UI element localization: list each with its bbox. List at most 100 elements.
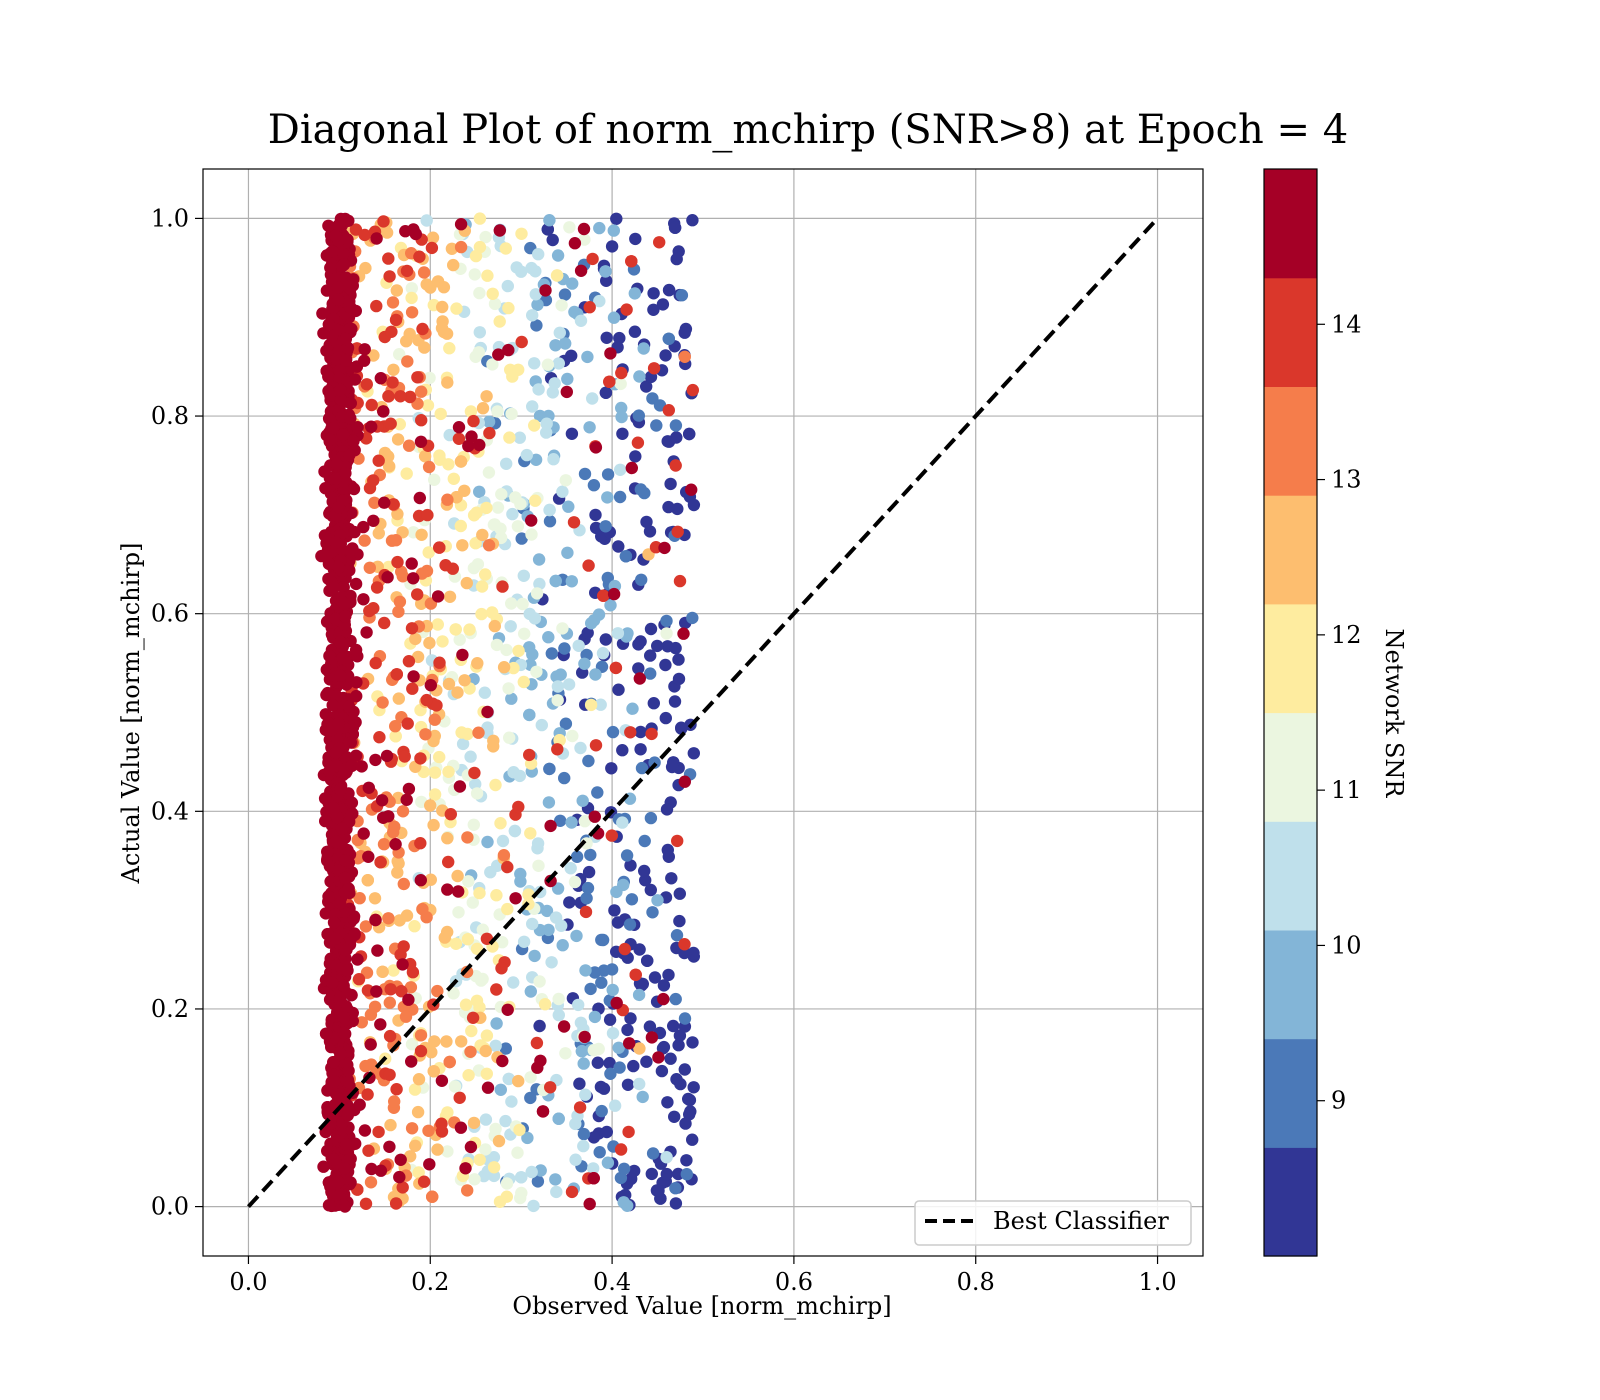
data-point bbox=[517, 569, 530, 582]
data-point bbox=[604, 1067, 617, 1081]
data-point bbox=[332, 501, 345, 514]
data-point bbox=[437, 281, 451, 294]
data-point bbox=[570, 929, 583, 943]
data-point bbox=[556, 939, 569, 952]
data-point bbox=[549, 1173, 562, 1186]
data-point bbox=[360, 626, 373, 639]
data-point bbox=[322, 1199, 336, 1212]
data-point bbox=[540, 426, 553, 439]
data-point bbox=[372, 527, 385, 540]
data-point bbox=[359, 1059, 372, 1073]
data-point bbox=[387, 964, 400, 977]
data-point bbox=[405, 557, 418, 570]
data-point bbox=[662, 968, 675, 982]
y-tick-label: 0.4 bbox=[151, 797, 189, 825]
data-point bbox=[327, 581, 341, 594]
data-point bbox=[685, 483, 698, 496]
data-point bbox=[484, 866, 497, 879]
data-point bbox=[337, 1011, 350, 1024]
data-point bbox=[635, 573, 648, 586]
data-point bbox=[393, 1170, 406, 1184]
data-point bbox=[421, 508, 434, 522]
data-point bbox=[383, 996, 396, 1009]
data-point bbox=[466, 896, 479, 909]
data-point bbox=[399, 225, 412, 238]
data-point bbox=[633, 1077, 646, 1091]
data-point bbox=[449, 937, 463, 950]
data-point bbox=[346, 542, 359, 555]
data-point bbox=[625, 255, 638, 268]
data-point bbox=[562, 678, 576, 691]
scatter-points bbox=[315, 212, 701, 1213]
data-point bbox=[476, 528, 489, 542]
data-point bbox=[525, 261, 538, 275]
data-point bbox=[586, 252, 599, 266]
data-point bbox=[332, 561, 345, 574]
data-point bbox=[677, 627, 690, 640]
colorbar-label: Network SNR bbox=[1380, 629, 1408, 799]
data-point bbox=[327, 422, 340, 435]
data-point bbox=[343, 322, 357, 336]
data-point bbox=[407, 572, 420, 585]
data-point bbox=[552, 1008, 565, 1022]
data-point bbox=[403, 390, 417, 404]
data-point bbox=[353, 1098, 366, 1111]
data-point bbox=[686, 611, 699, 625]
data-point bbox=[393, 418, 406, 431]
colorbar-tick-label: 9 bbox=[1331, 1087, 1346, 1115]
data-point bbox=[583, 301, 596, 314]
data-point bbox=[686, 383, 699, 397]
data-point bbox=[629, 968, 642, 981]
data-point bbox=[342, 1075, 355, 1089]
data-point bbox=[611, 627, 625, 640]
data-point bbox=[607, 311, 621, 324]
data-point bbox=[678, 326, 691, 339]
data-point bbox=[377, 405, 390, 418]
data-point bbox=[426, 231, 440, 244]
data-point bbox=[543, 515, 557, 528]
data-point bbox=[476, 402, 490, 415]
data-point bbox=[574, 741, 587, 755]
data-point bbox=[403, 327, 416, 341]
data-point bbox=[678, 350, 691, 363]
data-point bbox=[452, 906, 465, 919]
data-point bbox=[579, 905, 593, 919]
data-point bbox=[651, 894, 664, 907]
data-point bbox=[447, 258, 460, 272]
data-point bbox=[634, 725, 647, 739]
data-point bbox=[423, 1158, 436, 1171]
data-point bbox=[316, 307, 329, 320]
data-point bbox=[523, 748, 536, 762]
data-point bbox=[374, 372, 387, 385]
data-point bbox=[414, 1044, 428, 1058]
data-point bbox=[428, 766, 442, 779]
data-point bbox=[551, 249, 565, 262]
data-point bbox=[591, 1056, 604, 1069]
data-point bbox=[456, 737, 470, 751]
data-point bbox=[338, 871, 352, 885]
data-point bbox=[339, 1000, 353, 1013]
data-point bbox=[334, 393, 347, 406]
data-point bbox=[409, 632, 422, 646]
data-point bbox=[501, 279, 514, 293]
data-point bbox=[361, 1088, 374, 1101]
data-point bbox=[383, 1029, 397, 1043]
data-point bbox=[634, 483, 647, 496]
data-point bbox=[588, 1010, 602, 1024]
data-point bbox=[383, 1068, 396, 1082]
data-point bbox=[317, 1160, 330, 1173]
data-point bbox=[636, 1090, 649, 1104]
data-point bbox=[495, 962, 508, 975]
data-point bbox=[625, 1172, 638, 1186]
y-axis-label: Actual Value [norm_mchirp] bbox=[117, 543, 145, 885]
data-point bbox=[393, 595, 407, 608]
data-point bbox=[592, 1042, 605, 1056]
data-point bbox=[389, 838, 402, 851]
data-point bbox=[668, 1110, 681, 1124]
data-point bbox=[513, 431, 526, 444]
data-point bbox=[441, 1106, 454, 1119]
data-point bbox=[500, 643, 513, 657]
data-point bbox=[339, 354, 353, 367]
data-point bbox=[487, 1161, 501, 1174]
data-point bbox=[332, 293, 345, 306]
